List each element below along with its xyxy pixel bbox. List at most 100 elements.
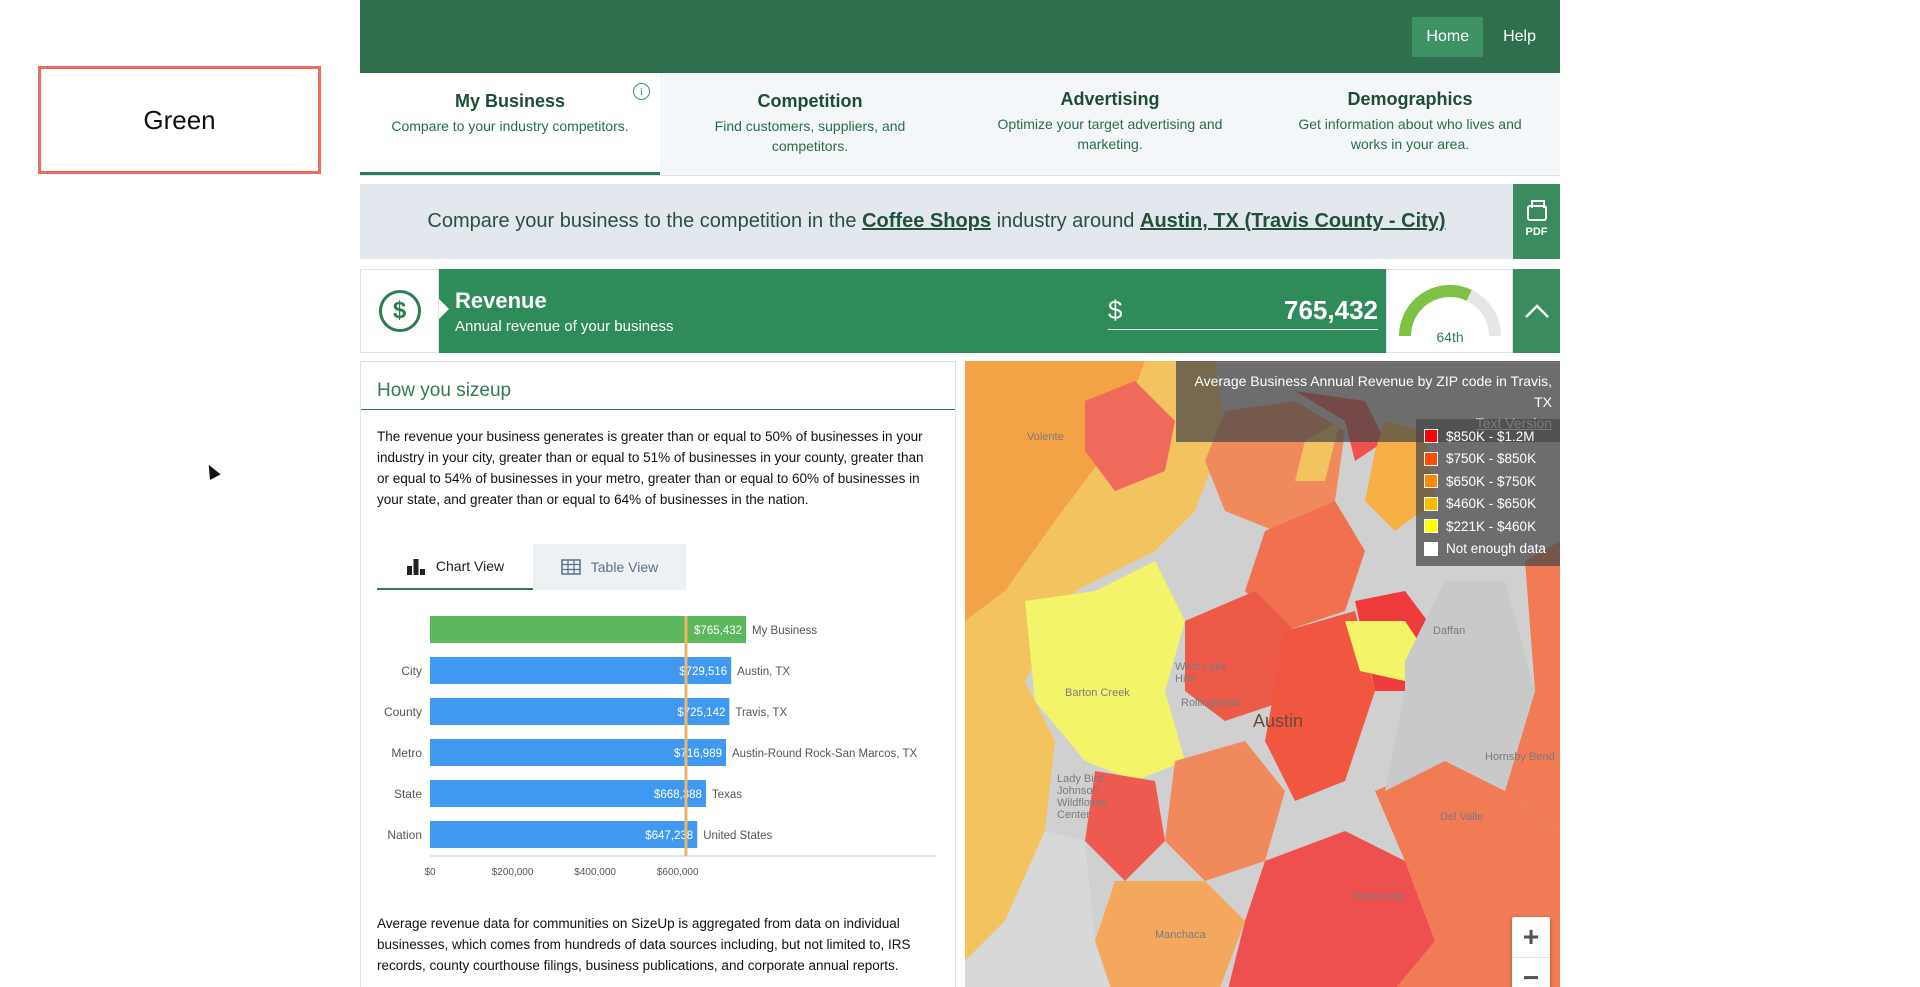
legend-item: $221K - $460K	[1424, 515, 1552, 538]
tab-demographics[interactable]: Demographics Get information about who l…	[1260, 73, 1560, 175]
collapse-button[interactable]	[1513, 269, 1560, 353]
tab-title: Advertising	[1060, 89, 1160, 109]
bar-name-label: Austin-Round Rock-San Marcos, TX	[732, 748, 917, 760]
map-place-label: Pilot Knob	[1353, 891, 1404, 903]
sizeup-panel: How you sizeup The revenue your business…	[360, 361, 956, 987]
chart-bar	[430, 616, 746, 643]
bar-value-label: $668,388	[654, 789, 702, 801]
x-tick-label: $600,000	[657, 867, 699, 878]
map-title: Average Business Annual Revenue by ZIP c…	[1194, 373, 1552, 410]
content-row: How you sizeup The revenue your business…	[360, 361, 1560, 987]
bar-name-label: United States	[703, 830, 772, 842]
legend-swatch	[1424, 451, 1438, 466]
revenue-row: $ Revenue Annual revenue of your busines…	[360, 269, 1560, 353]
tab-my-business[interactable]: My Business Compare to your industry com…	[360, 73, 660, 175]
nav-help-button[interactable]: Help	[1503, 27, 1536, 45]
bar-name-label: Austin, TX	[737, 666, 790, 678]
view-tabs: Chart View Table View	[377, 544, 939, 590]
revenue-panel: Revenue Annual revenue of your business …	[439, 269, 1386, 353]
category-label: Nation	[387, 828, 422, 842]
tab-advertising[interactable]: Advertising Optimize your target adverti…	[960, 73, 1260, 175]
map-place-label: Daffan	[1433, 625, 1466, 637]
legend-item: $850K - $1.2M	[1424, 425, 1552, 448]
x-tick-label: $0	[424, 867, 436, 878]
pdf-label: PDF	[1525, 226, 1548, 238]
legend-item: Not enough data	[1424, 538, 1552, 561]
legend-swatch	[1424, 496, 1438, 511]
bar-name-label: Texas	[712, 789, 742, 801]
legend-swatch	[1424, 429, 1438, 444]
chart-view-tab[interactable]: Chart View	[377, 544, 533, 590]
category-label: State	[394, 787, 422, 801]
app-container: Home Help My Business Compare to your in…	[360, 0, 1560, 987]
zoom-in-button[interactable]: +	[1522, 921, 1540, 952]
revenue-input[interactable]: $ 765,432	[1108, 295, 1378, 330]
x-tick-label: $400,000	[574, 867, 616, 878]
map-place-label: Volente	[1027, 431, 1064, 443]
bar-value-label: $725,142	[677, 707, 725, 719]
sizeup-footnote: Average revenue data for communities on …	[377, 916, 911, 973]
section-tabs: My Business Compare to your industry com…	[360, 73, 1560, 176]
legend-swatch	[1424, 474, 1438, 489]
bar-value-label: $729,516	[679, 666, 727, 678]
legend-label: $221K - $460K	[1446, 518, 1537, 534]
tab-subtitle: Compare to your industry competitors.	[391, 118, 629, 134]
zoom-out-button[interactable]: −	[1512, 957, 1550, 987]
bar-value-label: $765,432	[694, 625, 742, 637]
legend-label: $650K - $750K	[1446, 473, 1537, 489]
chart-bar	[430, 821, 698, 848]
percentile-gauge: 64th	[1386, 269, 1513, 353]
legend-label: $460K - $650K	[1446, 496, 1537, 512]
sizeup-heading: How you sizeup	[361, 362, 955, 410]
legend-item: $750K - $850K	[1424, 448, 1552, 471]
revenue-chart-svg: $765,432 My Business $729,516 Austin, TX Cit…	[384, 616, 937, 878]
chart-bar	[430, 739, 727, 766]
map-place-label: Del Valle	[1440, 811, 1484, 823]
nav-home-button[interactable]: Home	[1412, 16, 1484, 57]
category-label: Metro	[391, 746, 422, 760]
pdf-button[interactable]: PDF	[1513, 184, 1560, 259]
legend-label: $750K - $850K	[1446, 451, 1537, 467]
map-place-label: Hornsby Bend	[1485, 751, 1555, 763]
chart-bar	[430, 780, 706, 807]
table-view-tab[interactable]: Table View	[533, 544, 686, 590]
compare-middle: industry around	[991, 210, 1140, 232]
gauge-fill	[1398, 285, 1472, 337]
chevron-up-icon	[1524, 304, 1549, 318]
mouse-cursor-icon	[203, 462, 221, 480]
industry-link[interactable]: Coffee Shops	[862, 210, 992, 232]
info-icon[interactable]: i	[633, 83, 650, 100]
map-city-label: Austin	[1253, 711, 1304, 731]
gauge-svg: 64th	[1398, 285, 1501, 345]
gauge-label: 64th	[1436, 329, 1463, 345]
legend-item: $650K - $750K	[1424, 470, 1552, 493]
legend-label: $850K - $1.2M	[1446, 428, 1535, 444]
chart-view-label: Chart View	[435, 558, 505, 574]
bar-value-label: $716,989	[674, 748, 722, 760]
legend-label: Not enough data	[1446, 541, 1546, 557]
map-place-label: Barton Creek	[1065, 687, 1130, 699]
legend-swatch	[1424, 541, 1438, 556]
tab-subtitle: Optimize your target advertising and mar…	[997, 116, 1223, 153]
tab-subtitle: Get information about who lives and work…	[1298, 116, 1522, 153]
table-icon	[561, 559, 581, 575]
location-link[interactable]: Austin, TX (Travis County - City)	[1140, 210, 1446, 232]
currency-symbol: $	[1108, 295, 1123, 325]
map-zoom-controls: + −	[1512, 917, 1550, 987]
tab-title: Demographics	[1347, 89, 1473, 109]
dollar-icon: $	[378, 290, 421, 332]
table-view-label: Table View	[590, 559, 659, 575]
bar-name-label: Travis, TX	[735, 707, 787, 719]
category-label: City	[401, 664, 422, 678]
x-tick-label: $200,000	[492, 867, 534, 878]
map-place-label: Rollingwood	[1181, 697, 1241, 709]
revenue-map[interactable]: Austin Volente West Lake Hills Rollingwo…	[965, 361, 1560, 987]
tab-competition[interactable]: Competition Find customers, suppliers, a…	[660, 73, 960, 175]
compare-prefix: Compare your business to the competition…	[427, 210, 863, 232]
bar-chart-icon	[406, 559, 425, 575]
chart-bar	[430, 698, 730, 725]
category-label: County	[384, 705, 422, 719]
bar-name-label: My Business	[752, 625, 817, 637]
top-navbar: Home Help	[360, 0, 1560, 73]
map-legend: $850K - $1.2M $750K - $850K $650K - $750…	[1416, 419, 1560, 566]
